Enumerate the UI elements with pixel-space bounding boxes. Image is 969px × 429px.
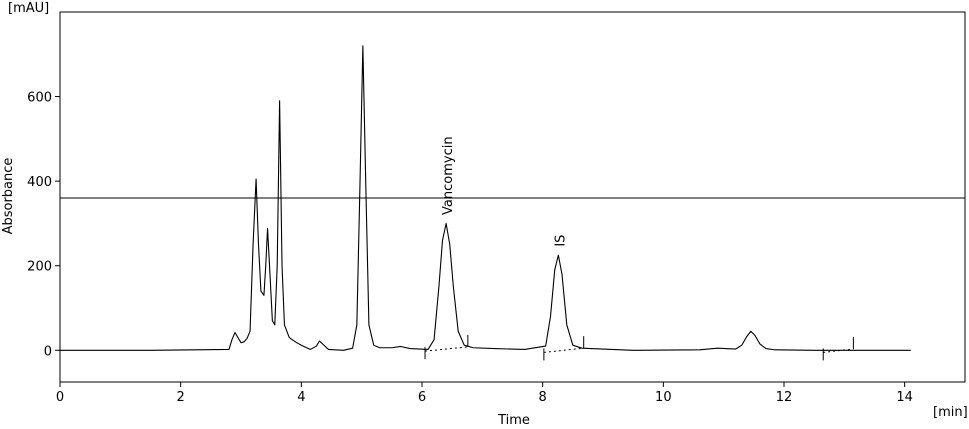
x-tick-label: 10: [655, 390, 672, 405]
peak-label: IS: [553, 235, 568, 247]
y-axis-label: Absorbance: [1, 158, 16, 235]
x-tick-label: 2: [177, 390, 185, 405]
y-tick-label: 600: [27, 91, 52, 106]
plot-frame: [59, 11, 966, 383]
peak-label: Vancomycin: [441, 136, 456, 215]
x-tick-label: 8: [539, 390, 547, 405]
x-tick-label: 6: [418, 390, 426, 405]
y-unit: [mAU]: [8, 1, 49, 16]
x-tick-label: 4: [297, 390, 305, 405]
chromatogram-line: [60, 45, 911, 351]
x-axis-label: Time: [497, 413, 530, 428]
x-tick-label: 14: [896, 390, 913, 405]
x-unit: [min]: [933, 405, 968, 420]
y-tick-label: 400: [27, 175, 52, 190]
integration-baseline: [424, 346, 468, 352]
y-tick-label: 200: [27, 260, 52, 275]
x-tick-label: 12: [776, 390, 793, 405]
y-tick-label: 0: [44, 344, 52, 359]
x-tick-label: 0: [56, 390, 64, 405]
integration-baseline: [543, 347, 584, 353]
